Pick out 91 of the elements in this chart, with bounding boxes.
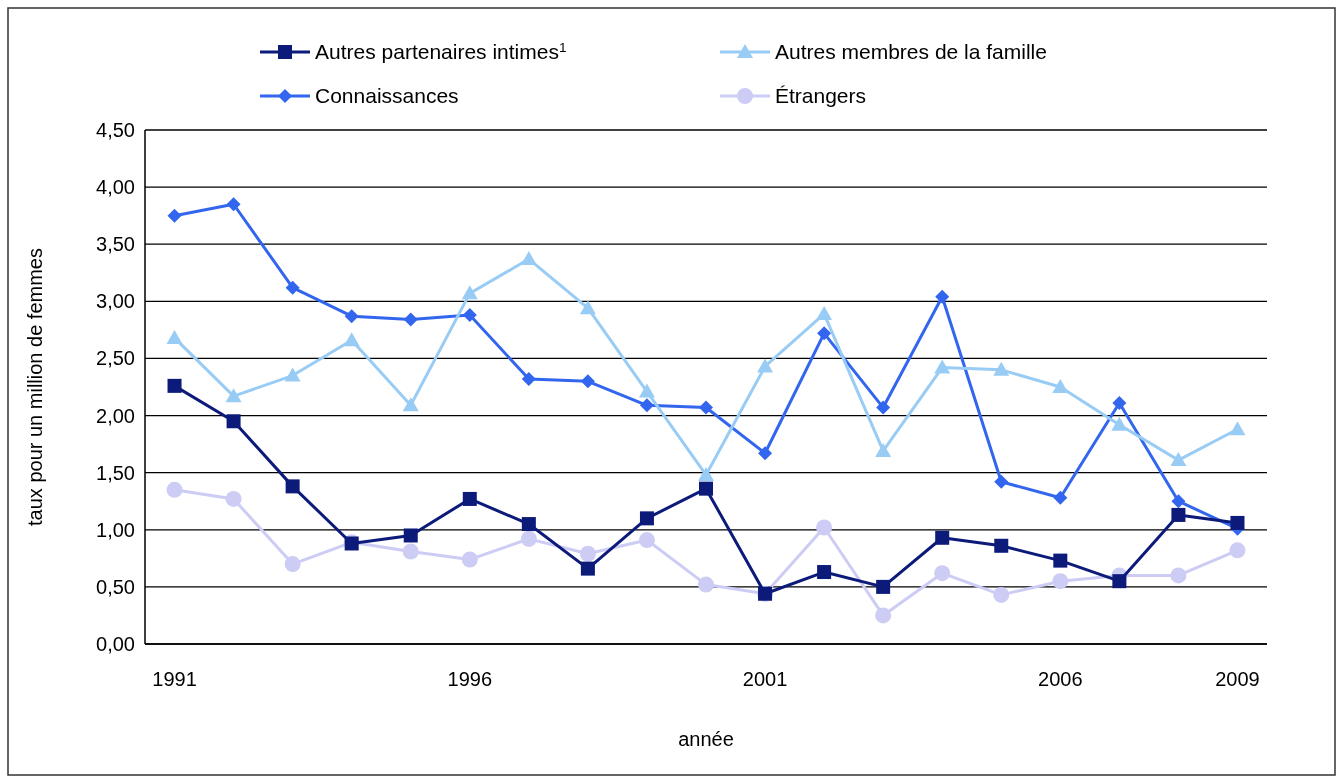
point xyxy=(698,466,714,481)
point xyxy=(520,251,537,266)
point xyxy=(402,543,419,560)
x-tick-label: 2009 xyxy=(1215,668,1260,690)
point xyxy=(343,332,360,347)
point xyxy=(875,442,892,457)
point xyxy=(226,414,241,429)
point xyxy=(166,481,183,498)
legend-label: Autres partenaires intimes$^{1}$ xyxy=(315,39,567,64)
point xyxy=(521,372,536,386)
y-axis-title: taux pour un million de femmes xyxy=(24,248,46,526)
point xyxy=(638,532,655,549)
point xyxy=(403,528,418,543)
point xyxy=(462,308,477,323)
point xyxy=(817,326,832,341)
point xyxy=(1229,542,1246,559)
point xyxy=(1171,507,1186,522)
y-tick-label: 3,00 xyxy=(96,290,135,313)
point xyxy=(1052,379,1069,393)
point xyxy=(994,538,1009,553)
point xyxy=(757,358,774,373)
point xyxy=(699,481,713,496)
point xyxy=(1112,395,1127,410)
point xyxy=(225,490,242,507)
point xyxy=(344,309,359,324)
point xyxy=(579,545,596,562)
y-tick-label: 4,50 xyxy=(96,119,135,141)
point xyxy=(935,289,950,304)
point xyxy=(934,565,951,582)
point xyxy=(638,383,655,398)
point xyxy=(1170,567,1187,584)
point xyxy=(816,305,833,320)
point xyxy=(285,280,300,295)
point xyxy=(284,556,301,573)
y-tick-label: 2,50 xyxy=(96,347,135,370)
point xyxy=(462,491,477,506)
point xyxy=(580,561,595,576)
point xyxy=(935,530,950,545)
point xyxy=(639,511,654,526)
point xyxy=(876,579,891,594)
point xyxy=(993,361,1010,376)
point xyxy=(226,197,241,212)
point xyxy=(993,586,1010,603)
y-tick-label: 0,50 xyxy=(96,575,135,598)
point xyxy=(875,607,892,624)
point xyxy=(521,517,536,532)
point xyxy=(402,397,419,412)
point xyxy=(167,378,182,393)
point xyxy=(1230,515,1245,530)
point xyxy=(520,530,537,547)
point xyxy=(284,367,301,382)
point xyxy=(580,374,595,389)
legend-label: Étrangers xyxy=(775,84,867,108)
point xyxy=(994,474,1009,489)
y-tick-label: 3,50 xyxy=(96,233,135,256)
point xyxy=(758,446,773,461)
point xyxy=(579,300,596,315)
point xyxy=(698,576,714,593)
point xyxy=(1171,494,1186,509)
point xyxy=(1053,490,1068,505)
point xyxy=(285,479,300,494)
x-tick-label: 2001 xyxy=(742,668,788,690)
point xyxy=(816,519,833,536)
y-tick-label: 1,50 xyxy=(96,461,135,484)
y-tick-label: 1,00 xyxy=(96,518,135,541)
point xyxy=(1053,553,1068,568)
point xyxy=(1111,416,1128,431)
x-axis-title: année xyxy=(678,728,734,750)
x-tick-label: 2006 xyxy=(1038,668,1083,690)
point xyxy=(639,398,654,413)
y-tick-label: 4,00 xyxy=(96,176,135,199)
legend-label: Connaissances xyxy=(315,84,459,108)
point xyxy=(699,400,713,415)
y-tick-label: 2,00 xyxy=(96,404,135,427)
point xyxy=(166,329,183,344)
point xyxy=(225,388,242,403)
point xyxy=(461,551,478,568)
point xyxy=(1170,452,1187,467)
legend-label: Autres membres de la famille xyxy=(775,40,1047,64)
point xyxy=(461,285,478,300)
point xyxy=(817,565,832,580)
point xyxy=(876,400,891,415)
point xyxy=(167,208,182,223)
point xyxy=(934,359,951,374)
x-tick-label: 1991 xyxy=(152,668,197,690)
point xyxy=(1052,573,1069,590)
y-tick-label: 0,00 xyxy=(96,633,135,655)
point xyxy=(403,312,418,327)
point xyxy=(1229,421,1246,436)
x-tick-label: 1996 xyxy=(447,668,493,690)
point xyxy=(1112,574,1127,589)
